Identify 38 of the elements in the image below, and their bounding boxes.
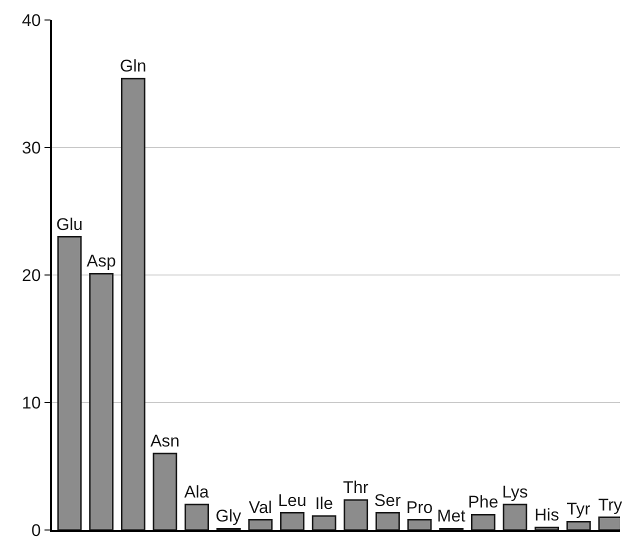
x-tick-label: Gly [216,506,242,526]
x-tick-label: Try [598,495,623,514]
bar [407,519,432,530]
x-tick-label: Tyr [566,500,591,519]
bar [152,452,178,530]
bar [566,520,591,530]
x-tick-label: Met [437,506,466,526]
x-tick-label: Gln [120,56,146,76]
bar [248,519,273,530]
bar [534,526,560,530]
x-tick-label: Val [248,498,272,517]
x-tick-label: Ala [184,482,210,502]
y-tick-label: 40 [22,10,41,30]
x-tick-label: Glu [56,214,83,234]
bar [344,499,368,530]
bar [312,515,336,530]
x-tick-label: Lys [502,482,528,502]
x-tick-label: Pro [406,498,433,517]
bar [184,504,209,530]
x-tick-label: Ile [315,494,334,513]
y-tick-label: 10 [22,393,41,412]
bar [376,512,400,530]
bar [280,512,304,530]
x-tick-label: Asp [86,252,116,271]
x-tick-label: His [534,505,560,524]
x-tick-label: Leu [278,490,306,510]
x-tick-label: Thr [342,478,369,498]
bar [120,78,146,530]
y-tick-label: 20 [22,266,41,285]
bar [502,504,528,530]
bar [57,236,82,530]
y-tick-label: 30 [22,138,41,158]
x-tick-label: Asn [150,432,180,450]
y-tick-label: 0 [31,520,41,540]
bar [89,272,114,530]
x-tick-label: Phe [468,492,498,512]
bar [470,514,496,530]
x-tick-label: Ser [374,490,402,510]
